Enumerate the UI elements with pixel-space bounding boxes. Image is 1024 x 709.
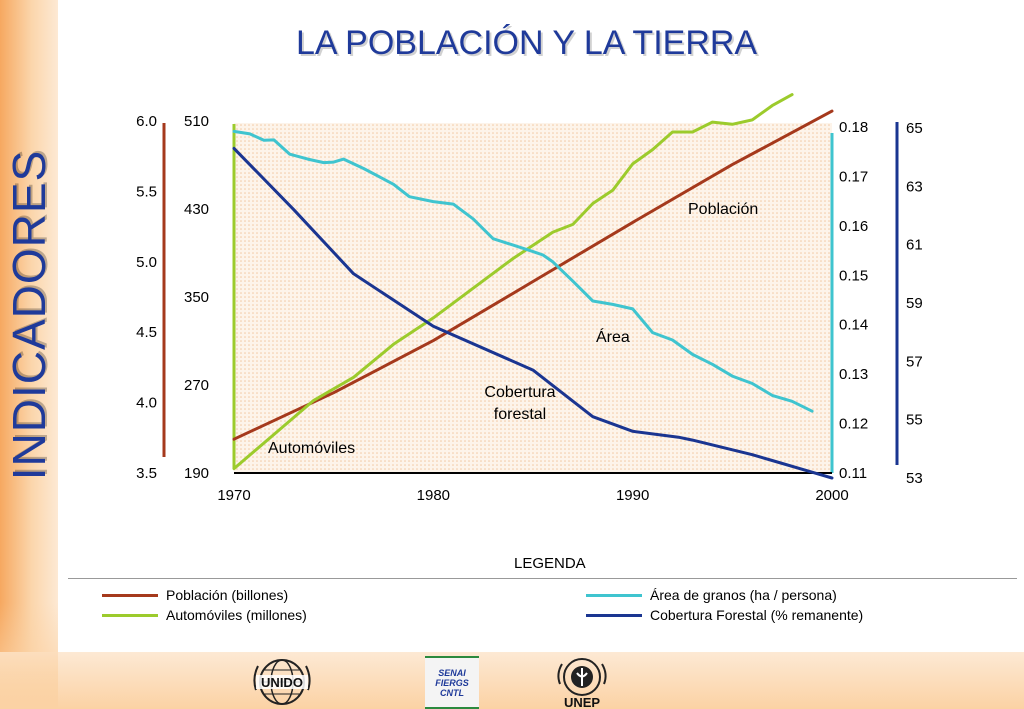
y-tick-area-2: 0.16 [839,218,868,235]
chart: 6.0 5.5 5.0 4.5 4.0 3.5 510 430 350 270 190 0.18 0.1… [136,93,923,504]
frame-corner [0,0,58,709]
y-tick-automoviles-3: 270 [184,377,209,394]
y-tick-automoviles-2: 350 [184,289,209,306]
page-title: LA POBLACIÓN Y LA TIERRA [296,24,758,62]
annotation-automoviles: Automóviles [268,440,355,457]
y-tick-area-7: 0.11 [839,465,867,482]
legend-title: LEGENDA [514,555,586,572]
y-tick-area-1: 0.17 [839,168,868,185]
plot-background [234,123,832,473]
senai-logo-line2: FIERGS [435,678,469,688]
legend-item-area: Área de granos (ha / persona) [586,586,837,604]
annotation-area: Área [596,327,630,346]
y-tick-cobertura-1: 63 [906,178,923,195]
x-tick-1990: 1990 [616,487,649,504]
y-tick-area-4: 0.14 [839,317,868,334]
y-tick-poblacion-2: 5.0 [136,254,157,271]
senai-logo: SENAI FIERGS CNTL [425,656,479,709]
y-tick-poblacion-4: 4.0 [136,395,157,412]
series-line-cobertura [232,146,834,480]
legend-swatch-cobertura [586,613,642,617]
y-tick-automoviles-4: 190 [184,465,209,482]
y-tick-cobertura-5: 55 [906,412,923,429]
x-tick-2000: 2000 [815,487,848,504]
series-line-automoviles [232,93,794,471]
x-tick-1970: 1970 [217,487,250,504]
y-tick-automoviles-1: 430 [184,201,209,218]
legend-swatch-area [586,593,642,597]
y-tick-automoviles-0: 510 [184,113,209,130]
y-tick-cobertura-4: 57 [906,353,923,370]
y-tick-cobertura-3: 59 [906,295,923,312]
annotation-cobertura-line1: Cobertura [484,384,555,401]
senai-logo-line3: CNTL [440,688,464,698]
y-tick-area-3: 0.15 [839,267,868,284]
unido-logo: UNIDO [253,659,311,705]
legend-label-poblacion: Población (billones) [166,587,289,603]
legend-label-area: Área de granos (ha / persona) [650,587,837,603]
legend-item-automoviles: Automóviles (millones) [102,606,307,624]
series-line-area [232,129,814,413]
y-tick-area-6: 0.12 [839,416,868,433]
y-tick-poblacion-5: 3.5 [136,465,157,482]
y-tick-area-0: 0.18 [839,119,868,136]
legend-label-cobertura: Cobertura Forestal (% remanente) [650,607,864,623]
legend-swatch-poblacion [102,593,158,597]
y-tick-poblacion-0: 6.0 [136,113,157,130]
y-tick-poblacion-3: 4.5 [136,324,157,341]
legend-label-automoviles: Automóviles (millones) [166,607,307,623]
y-tick-poblacion-1: 5.5 [136,183,157,200]
annotation-cobertura-line2: forestal [494,406,546,423]
legend-divider [68,578,1017,579]
y-tick-cobertura-0: 65 [906,120,923,137]
y-tick-cobertura-2: 61 [906,237,923,254]
unep-logo: UNEP [557,658,607,709]
legend-item-cobertura: Cobertura Forestal (% remanente) [586,606,863,624]
y-tick-area-5: 0.13 [839,366,868,383]
legend-item-poblacion: Población (billones) [102,586,288,604]
unido-logo-text: UNIDO [261,675,303,690]
legend-swatch-automoviles [102,613,158,617]
bottom-frame-band [0,652,1024,709]
x-tick-1980: 1980 [417,487,450,504]
unep-logo-text: UNEP [564,695,600,709]
series-line-poblacion [232,109,834,441]
annotation-poblacion: Población [688,201,758,218]
senai-logo-line1: SENAI [438,668,466,678]
y-tick-cobertura-6: 53 [906,470,923,487]
